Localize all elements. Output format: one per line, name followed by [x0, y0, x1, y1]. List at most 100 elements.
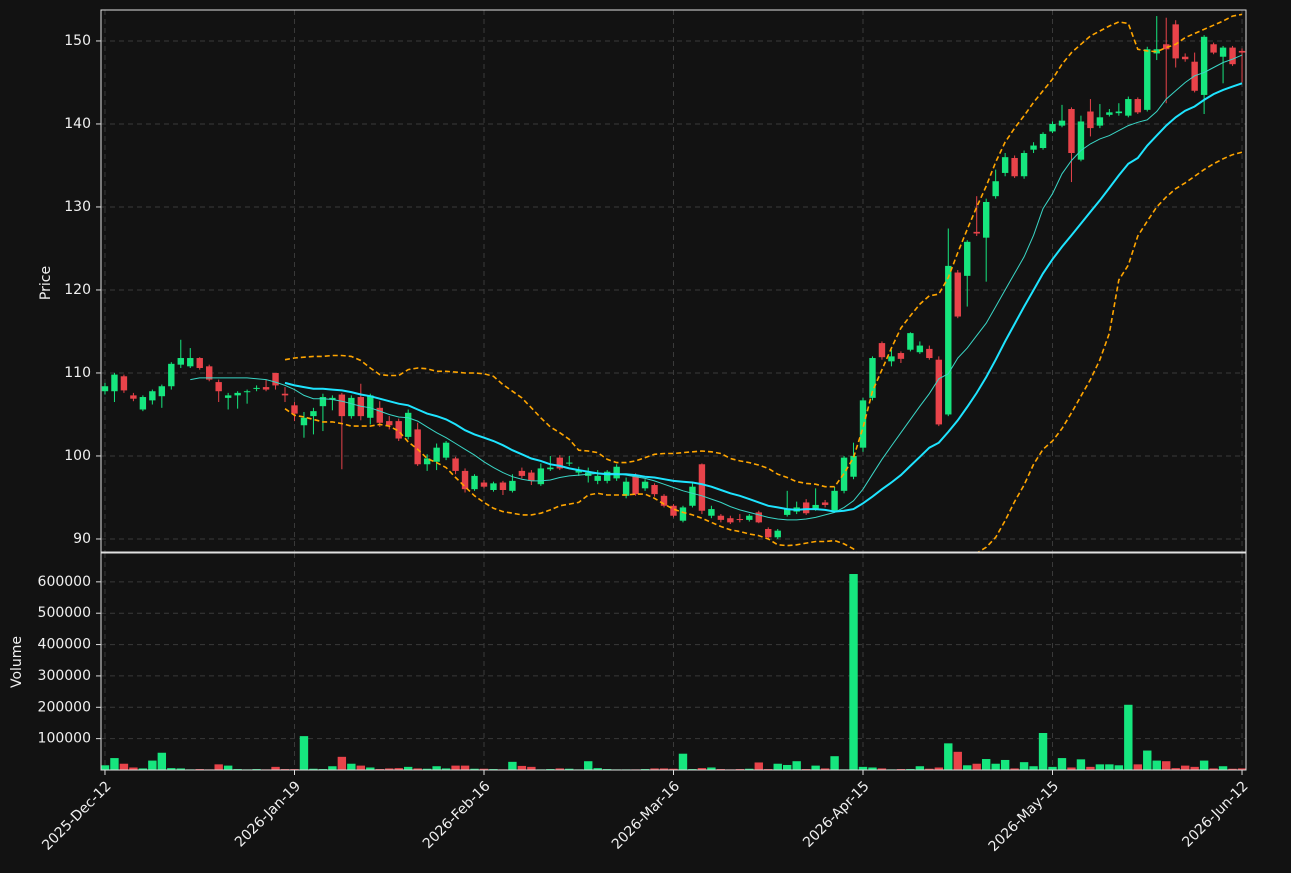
- candle-body: [935, 359, 943, 425]
- y-tick-label: 130: [64, 199, 91, 215]
- candle-body: [1163, 44, 1170, 50]
- volume-bar: [981, 759, 991, 770]
- candle-body: [480, 482, 488, 487]
- candle-body: [367, 395, 374, 418]
- volume-bar: [422, 768, 432, 770]
- candle-body: [461, 470, 469, 490]
- candle-body: [821, 502, 829, 505]
- candle-body: [234, 392, 241, 396]
- candle-body: [433, 447, 440, 462]
- candle-body: [727, 518, 734, 523]
- candle-body: [954, 272, 961, 317]
- y-tick-label: 200000: [38, 699, 91, 715]
- candle-body: [158, 386, 166, 397]
- volume-bar: [157, 752, 167, 770]
- candle-body: [1106, 112, 1113, 115]
- volume-bar: [1086, 766, 1095, 770]
- volume-bar: [1067, 767, 1076, 770]
- candle-body: [376, 407, 383, 423]
- volume-bar: [934, 767, 944, 770]
- y-axis-title: Price: [38, 266, 54, 300]
- volume-bar: [1057, 758, 1067, 770]
- candle-body: [471, 475, 478, 490]
- y-tick-label: 400000: [38, 637, 91, 653]
- candle-body: [348, 397, 355, 417]
- volume-bar: [678, 753, 688, 770]
- volume-bar: [745, 768, 754, 770]
- candle-body: [717, 515, 725, 520]
- volume-bar: [527, 766, 536, 770]
- candle-body: [168, 363, 175, 387]
- volume-bar: [858, 766, 868, 770]
- candle-body: [1087, 111, 1094, 129]
- candle-body: [916, 345, 924, 353]
- volume-bar: [1171, 768, 1180, 770]
- volume-bar: [1228, 768, 1237, 770]
- candle-body: [262, 387, 270, 390]
- volume-bar: [138, 768, 148, 770]
- volume-bar: [868, 767, 877, 770]
- volume-bar: [1124, 704, 1133, 770]
- y-axis-title: Volume: [9, 636, 25, 688]
- volume-bar: [707, 767, 716, 770]
- candle-body: [423, 458, 431, 465]
- volume-bar: [1133, 764, 1142, 770]
- candle-body: [310, 411, 317, 417]
- candle-body: [708, 509, 715, 516]
- candle-body: [1229, 47, 1236, 65]
- candle-body: [499, 482, 507, 490]
- candle-body: [1020, 153, 1028, 177]
- volume-bar: [110, 758, 119, 770]
- volume-bar: [1218, 766, 1228, 770]
- volume-bar: [385, 768, 394, 770]
- candle-body: [395, 421, 402, 439]
- volume-bar: [1076, 759, 1086, 770]
- volume-bar: [659, 768, 669, 770]
- candle-body: [509, 480, 516, 491]
- candle-body: [603, 471, 611, 481]
- candle-body: [613, 466, 620, 479]
- volume-bar: [441, 768, 451, 770]
- volume-bar: [1000, 759, 1010, 770]
- volume-bar: [1180, 765, 1190, 770]
- candle-body: [556, 457, 563, 469]
- y-tick-label: 300000: [38, 668, 91, 684]
- y-tick-label: 120: [64, 282, 91, 298]
- candle-body: [1172, 24, 1179, 59]
- volume-bar: [783, 764, 792, 770]
- candle-body: [1058, 120, 1066, 126]
- volume-bar: [394, 768, 403, 770]
- candle-body: [206, 366, 213, 380]
- candle-body: [329, 397, 336, 400]
- candle-body: [945, 265, 952, 415]
- volume-bar: [1209, 768, 1218, 770]
- candle-body: [1068, 109, 1075, 154]
- candle-body: [1039, 133, 1047, 149]
- volume-bar: [697, 768, 707, 770]
- volume-bar: [347, 763, 356, 770]
- candle-body: [859, 400, 867, 448]
- candle-body: [632, 475, 639, 495]
- candle-body: [518, 470, 526, 476]
- volume-bar: [915, 766, 925, 770]
- candle-body: [594, 475, 601, 481]
- volume-bar: [1029, 766, 1038, 770]
- volume-bar: [593, 768, 602, 770]
- volume-bar: [413, 768, 422, 770]
- indicator-line: [284, 151, 1243, 552]
- candle-body: [404, 412, 412, 437]
- candle-body: [575, 470, 582, 473]
- volume-bar: [328, 766, 337, 770]
- volume-bar: [356, 765, 366, 770]
- volume-bar: [991, 763, 1000, 770]
- volume-bar: [299, 736, 309, 770]
- volume-bar: [223, 765, 233, 770]
- candle-body: [698, 464, 706, 511]
- volume-bar: [1095, 764, 1105, 770]
- volume-bar: [366, 767, 375, 770]
- volume-bar: [1143, 750, 1152, 770]
- volume-bar: [1010, 768, 1019, 770]
- volume-bar: [1237, 768, 1246, 770]
